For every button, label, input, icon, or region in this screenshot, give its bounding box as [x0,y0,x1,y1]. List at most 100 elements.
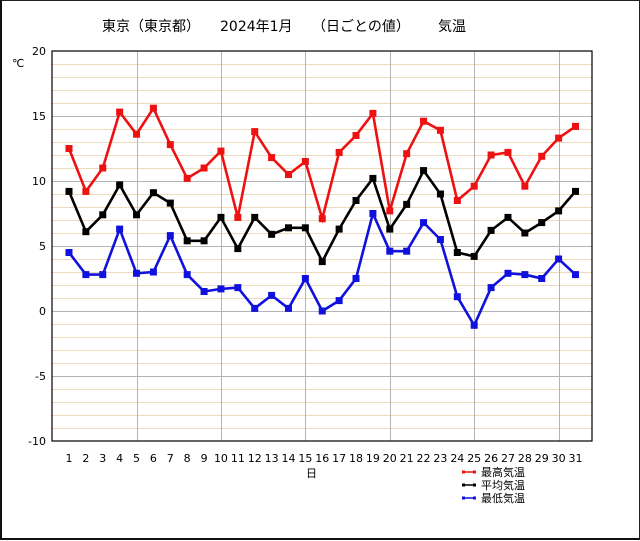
x-tick-label: 11 [231,452,245,465]
data-point-marker [284,304,292,312]
data-point-marker [487,151,495,159]
data-point-marker [82,187,90,195]
title-granularity: （日ごとの値） [312,19,410,35]
data-point-marker [453,197,461,204]
data-point-marker [521,271,529,279]
data-point-marker [200,288,208,295]
data-point-marker [301,158,309,165]
data-point-marker [99,164,107,172]
x-tick-label: 28 [518,452,532,465]
data-point-marker [555,255,563,263]
data-point-marker [200,164,208,172]
x-tick-label: 27 [501,452,515,465]
title-location: 東京（東京都） [102,19,200,35]
data-series [65,104,579,329]
title-month: 2024年1月 [220,19,293,35]
data-point-marker [65,187,73,195]
y-axis-unit-label: ℃ [12,57,24,70]
x-tick-label: 17 [332,452,346,465]
x-tick-label: 8 [184,452,191,465]
data-point-marker [166,199,174,207]
data-point-marker [65,249,73,256]
data-point-marker [335,225,343,233]
series-0 [65,104,579,224]
data-point-marker [65,145,73,152]
data-point-marker [335,148,343,156]
data-point-marker [420,167,428,175]
x-tick-label: 24 [450,452,464,465]
x-tick-label: 5 [133,452,140,465]
data-point-marker [335,297,343,305]
data-point-marker [386,247,394,255]
data-point-marker [521,182,529,190]
data-point-marker [217,213,225,221]
data-point-marker [149,104,157,112]
x-tick-label: 2 [82,452,89,465]
data-point-marker [268,230,276,238]
data-point-marker [251,128,259,136]
data-point-marker [99,211,107,219]
major-gridlines [52,51,592,441]
data-point-marker [436,236,444,243]
x-tick-label: 29 [535,452,549,465]
x-tick-label: 6 [150,452,157,465]
y-tick-label: -10 [28,435,46,448]
data-point-marker [470,182,478,190]
data-point-marker [436,126,444,134]
data-point-marker [352,275,360,282]
y-tick-label: 0 [39,305,46,318]
data-point-marker [436,190,444,198]
data-point-marker [318,215,326,223]
series-2 [65,209,579,329]
legend-item: 平均気温 [462,478,525,492]
data-point-marker [301,275,309,282]
x-tick-label: 4 [116,452,123,465]
data-point-marker [318,258,326,266]
data-point-marker [183,237,191,245]
data-point-marker [386,225,394,233]
title-element: 気温 [438,19,466,35]
data-point-marker [217,285,225,293]
data-point-marker [403,200,411,208]
data-point-marker [200,237,208,245]
x-tick-label: 3 [99,452,106,465]
x-tick-label: 26 [484,452,498,465]
data-point-marker [504,269,512,277]
legend-marker-icon [473,470,476,474]
data-point-marker [183,174,191,182]
data-point-marker [504,148,512,156]
data-point-marker [369,210,377,217]
data-point-marker [268,154,276,162]
data-point-marker [538,219,546,227]
data-point-marker [268,291,276,299]
data-point-marker [403,247,411,255]
data-point-marker [251,213,259,221]
y-tick-label: 15 [32,110,46,123]
data-point-marker [166,141,174,149]
data-point-marker [234,284,242,292]
x-tick-label: 15 [298,452,312,465]
data-point-marker [487,226,495,234]
x-tick-label: 19 [366,452,380,465]
legend-label: 最低気温 [481,491,525,505]
data-point-marker [82,271,90,279]
data-point-marker [234,245,242,253]
y-tick-label: -5 [35,370,46,383]
data-point-marker [572,122,579,130]
y-axis-tick-labels: 20 15 10 5 0 -5 -10 [28,45,46,448]
legend-marker-icon [473,496,476,500]
data-point-marker [453,293,461,301]
x-tick-label: 9 [201,452,208,465]
data-point-marker [538,152,546,160]
chart-title: 東京（東京都） 2024年1月 （日ごとの値） 気温 [102,19,466,35]
data-point-marker [352,197,360,204]
legend-item: 最高気温 [462,465,525,479]
x-tick-label: 31 [569,452,583,465]
data-point-marker [572,187,579,195]
data-point-marker [149,268,157,276]
data-point-marker [386,207,394,215]
data-point-marker [572,271,579,279]
data-point-marker [470,252,478,260]
